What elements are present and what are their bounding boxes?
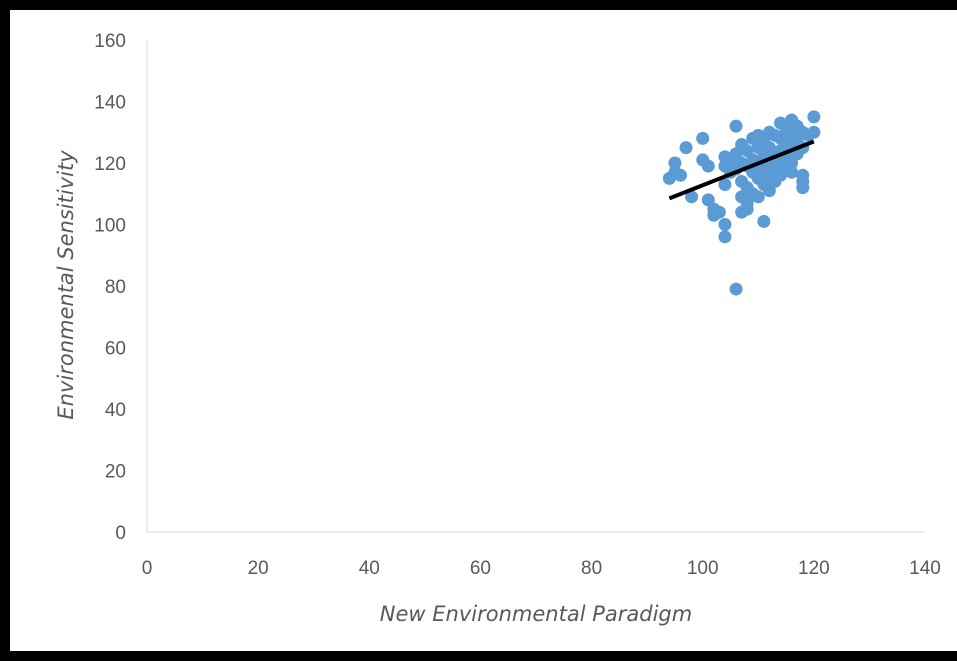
x-tick-labels: 0 20 40 60 80 100 120 140	[142, 558, 941, 579]
data-point	[701, 159, 715, 173]
y-tick-label: 80	[105, 277, 126, 298]
data-point	[718, 178, 732, 192]
y-tick-label: 0	[115, 523, 126, 544]
data-point	[807, 110, 821, 124]
x-axis-title: New Environmental Paradigm	[380, 602, 692, 626]
y-tick-label: 60	[105, 339, 126, 360]
y-tick-label: 20	[105, 462, 126, 483]
trendline	[668, 139, 815, 201]
data-point	[807, 125, 821, 139]
data-point	[718, 230, 732, 244]
data-point	[712, 205, 726, 219]
data-point	[668, 156, 682, 170]
data-point	[757, 214, 771, 228]
data-point	[796, 181, 810, 195]
x-tick-label: 80	[581, 558, 602, 579]
x-tick-label: 0	[142, 558, 153, 579]
x-tick-label: 60	[470, 558, 491, 579]
y-tick-labels: 0 20 40 60 80 100 120 140 160	[94, 31, 126, 544]
data-points	[662, 110, 821, 296]
data-point	[751, 190, 765, 204]
data-point	[785, 165, 799, 179]
x-tick-label: 140	[909, 558, 941, 579]
data-point	[729, 119, 743, 133]
data-point	[685, 190, 699, 204]
y-tick-label: 160	[94, 31, 126, 52]
x-tick-label: 20	[248, 558, 269, 579]
y-tick-label: 40	[105, 400, 126, 421]
y-tick-label: 140	[94, 93, 126, 114]
y-axis-title: Environmental Sensitivity	[54, 150, 78, 420]
data-point	[718, 218, 732, 231]
data-point	[673, 168, 687, 182]
x-tick-label: 120	[798, 558, 830, 579]
data-point	[679, 141, 693, 155]
data-point	[740, 202, 754, 216]
data-point	[696, 131, 710, 145]
x-tick-label: 40	[359, 558, 380, 579]
y-tick-label: 120	[94, 154, 126, 175]
y-tick-label: 100	[94, 216, 126, 237]
data-point	[729, 282, 743, 296]
x-tick-label: 100	[687, 558, 719, 579]
